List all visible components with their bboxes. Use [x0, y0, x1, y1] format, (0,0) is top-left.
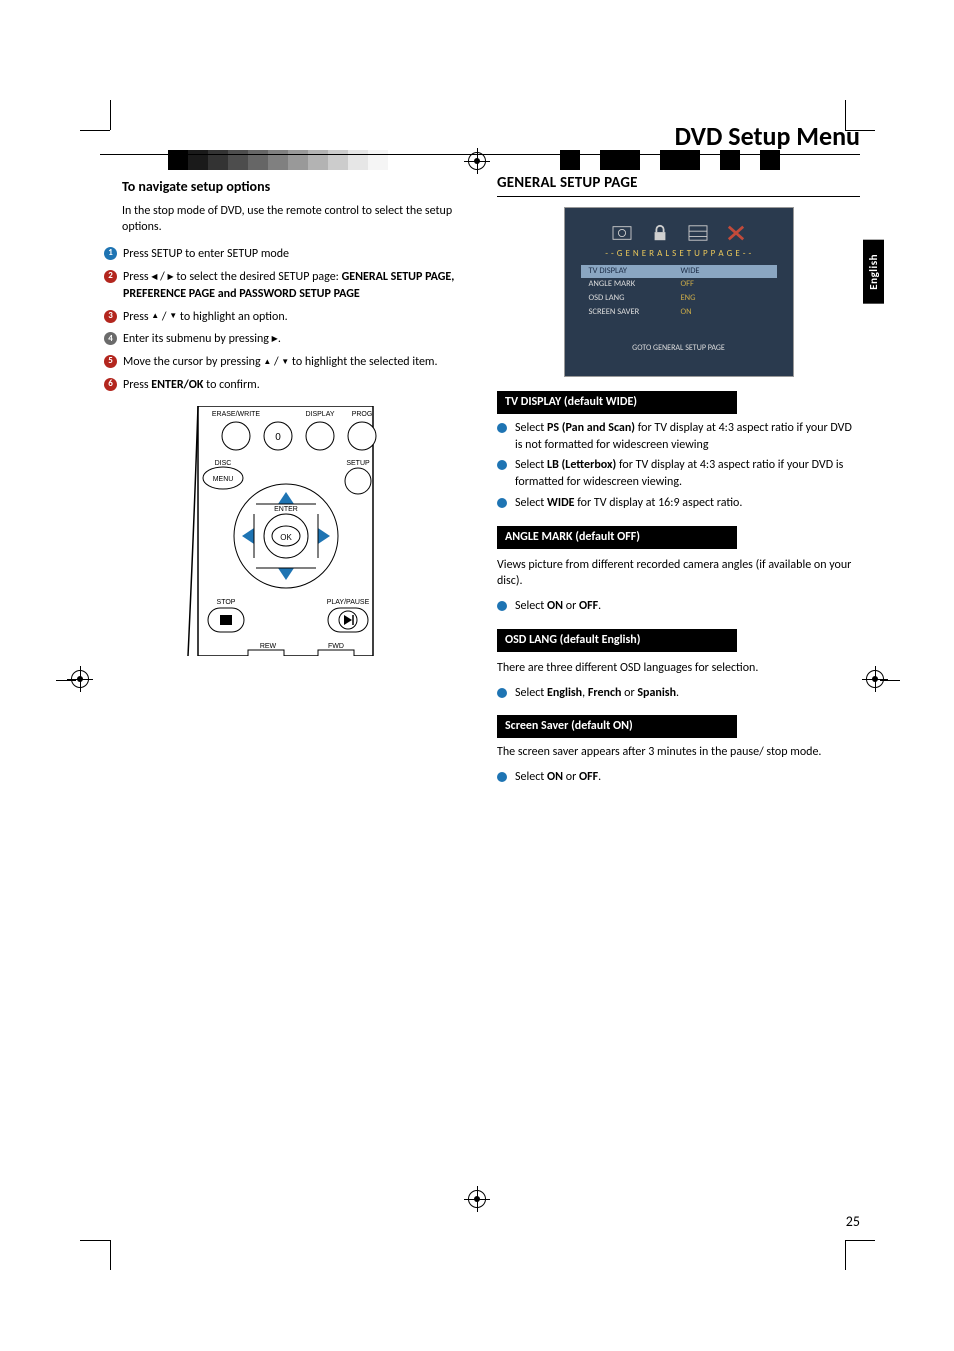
- page: DVD Setup Menu English To navigate setup…: [100, 120, 860, 1230]
- svg-text:DISC: DISC: [215, 460, 232, 467]
- close-icon: [725, 224, 747, 242]
- step-number-icon: 2: [104, 270, 117, 283]
- svg-text:OK: OK: [280, 533, 292, 542]
- crop-mark: [80, 1240, 110, 1241]
- svg-text:PROG: PROG: [352, 411, 373, 418]
- svg-text:DISPLAY: DISPLAY: [305, 411, 334, 418]
- crop-mark: [845, 1240, 875, 1241]
- lock-icon: [649, 224, 671, 242]
- section-heading: GENERAL SETUP PAGE: [497, 173, 860, 197]
- osd-title: - - G E N E R A L S E T U P P A G E - -: [575, 248, 783, 261]
- step-text: Press SETUP to enter SETUP mode: [123, 246, 467, 263]
- step-text: Press ENTER/OK to confirm.: [123, 377, 467, 394]
- step-number-icon: 5: [104, 355, 117, 368]
- step-number-icon: 1: [104, 247, 117, 260]
- bullet-row: Select WIDE for TV display at 16:9 aspec…: [497, 495, 860, 512]
- svg-text:STOP: STOP: [217, 599, 236, 606]
- step-text: Enter its submenu by pressing ▶.: [123, 331, 467, 348]
- bullet-icon: [497, 772, 507, 782]
- crop-mark: [880, 680, 900, 681]
- svg-text:0: 0: [275, 432, 281, 443]
- crop-mark: [110, 1240, 111, 1270]
- bullet-text: Select ON or OFF.: [515, 769, 860, 786]
- option-paragraph: The screen saver appears after 3 minutes…: [497, 744, 860, 761]
- osd-footer: GOTO GENERAL SETUP PAGE: [575, 343, 783, 354]
- step: 6 Press ENTER/OK to confirm.: [104, 377, 467, 394]
- svg-text:SETUP: SETUP: [346, 460, 370, 467]
- option-paragraph: Views picture from different recorded ca…: [497, 557, 860, 591]
- step: 3 Press ▲ / ▼ to highlight an option.: [104, 309, 467, 326]
- option-band: Screen Saver (default ON): [497, 715, 737, 738]
- crop-mark: [56, 680, 76, 681]
- bullet-text: Select LB (Letterbox) for TV display at …: [515, 457, 860, 491]
- bullet-icon: [497, 601, 507, 611]
- step: 2 Press ◀ / ▶ to select the desired SETUP…: [104, 269, 467, 303]
- bullet-row: Select ON or OFF.: [497, 598, 860, 615]
- svg-text:ENTER: ENTER: [274, 506, 298, 513]
- step-text: Press ◀ / ▶ to select the desired SETUP …: [123, 269, 467, 303]
- bullet-icon: [497, 460, 507, 470]
- bullet-text: Select English, French or Spanish.: [515, 685, 860, 702]
- svg-text:ERASE/WRITE: ERASE/WRITE: [212, 411, 261, 418]
- svg-text:PLAY/PAUSE: PLAY/PAUSE: [327, 599, 370, 606]
- step-text: Move the cursor by pressing ▲ / ▼ to hig…: [123, 354, 467, 371]
- bullet-icon: [497, 423, 507, 433]
- left-column: To navigate setup options In the stop mo…: [100, 173, 467, 790]
- bullet-icon: [497, 688, 507, 698]
- osd-row: TV DISPLAYWIDE: [581, 265, 777, 279]
- bullet-row: Select English, French or Spanish.: [497, 685, 860, 702]
- right-column: GENERAL SETUP PAGE - - G E N E R A L S E…: [497, 173, 860, 790]
- osd-tab-icons: [575, 224, 783, 242]
- bullet-row: Select PS (Pan and Scan) for TV display …: [497, 420, 860, 454]
- registration-mark: [71, 670, 89, 688]
- page-number: 25: [846, 1213, 860, 1230]
- osd-row: ANGLE MARKOFF: [581, 278, 777, 292]
- bullet-text: Select WIDE for TV display at 16:9 aspec…: [515, 495, 860, 512]
- step-text: Press ▲ / ▼ to highlight an option.: [123, 309, 467, 326]
- nav-heading: To navigate setup options: [122, 177, 467, 197]
- bullet-icon: [497, 498, 507, 508]
- step: 4 Enter its submenu by pressing ▶.: [104, 331, 467, 348]
- svg-text:MENU: MENU: [213, 476, 234, 483]
- step: 5 Move the cursor by pressing ▲ / ▼ to hi…: [104, 354, 467, 371]
- osd-row: SCREEN SAVERON: [581, 306, 777, 320]
- osd-row: OSD LANGENG: [581, 292, 777, 306]
- bullet-row: Select LB (Letterbox) for TV display at …: [497, 457, 860, 491]
- language-tab: English: [863, 240, 884, 304]
- osd-screenshot: - - G E N E R A L S E T U P P A G E - - …: [564, 207, 794, 377]
- bullet-text: Select PS (Pan and Scan) for TV display …: [515, 420, 860, 454]
- step-number-icon: 3: [104, 310, 117, 323]
- svg-text:REW: REW: [260, 643, 277, 650]
- registration-mark: [866, 670, 884, 688]
- crop-mark: [845, 1240, 846, 1270]
- page-title: DVD Setup Menu: [100, 120, 860, 155]
- gear-icon: [611, 224, 633, 242]
- svg-text:FWD: FWD: [328, 643, 344, 650]
- option-band: OSD LANG (default English): [497, 629, 737, 652]
- intro-text: In the stop mode of DVD, use the remote …: [122, 203, 467, 237]
- option-paragraph: There are three different OSD languages …: [497, 660, 860, 677]
- bullet-row: Select ON or OFF.: [497, 769, 860, 786]
- step-number-icon: 6: [104, 378, 117, 391]
- remote-diagram: 0 ERASE/WRITE DISPLAY PROG DISC MENU SET…: [178, 406, 393, 656]
- option-band: TV DISPLAY (default WIDE): [497, 391, 737, 414]
- bullet-text: Select ON or OFF.: [515, 598, 860, 615]
- option-band: ANGLE MARK (default OFF): [497, 526, 737, 549]
- step-number-icon: 4: [104, 332, 117, 345]
- step: 1 Press SETUP to enter SETUP mode: [104, 246, 467, 263]
- pref-icon: [687, 224, 709, 242]
